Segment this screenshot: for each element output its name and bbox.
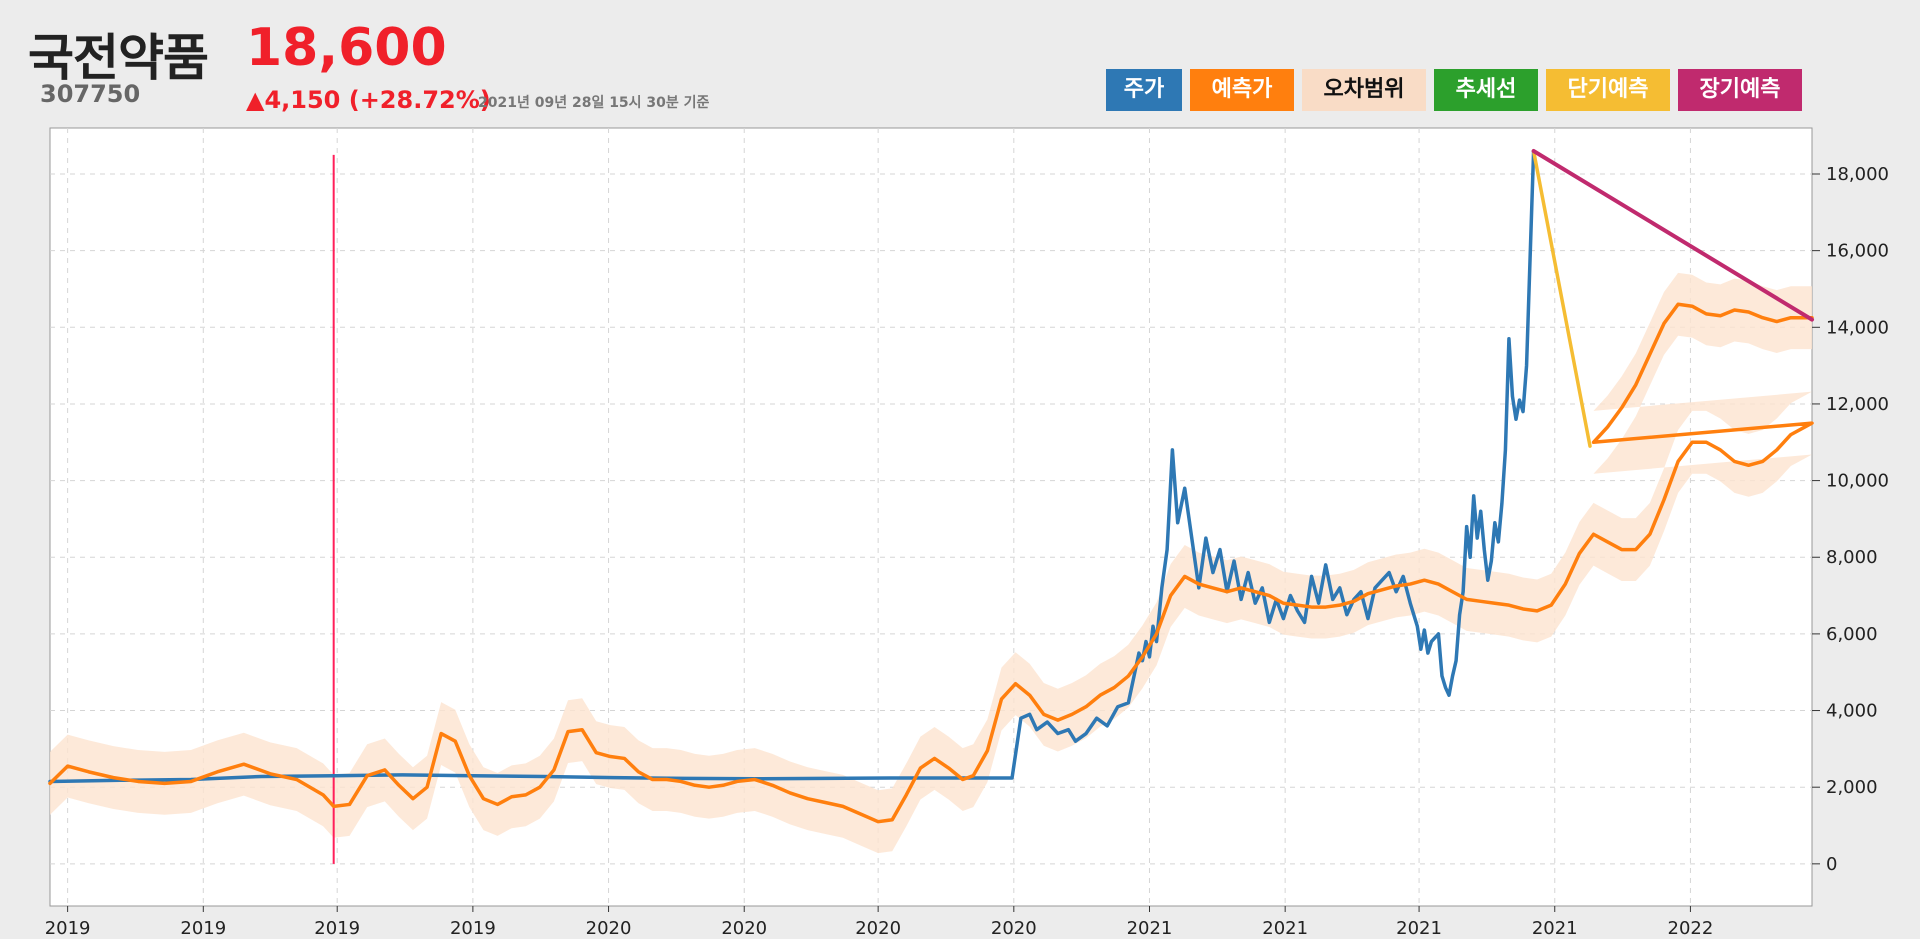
x-tick-label: 2019: [450, 918, 496, 939]
short-term-forecast-line: [1531, 149, 1592, 448]
legend-long-term-button[interactable]: 장기예측: [1678, 69, 1802, 111]
y-tick-label: 12,000: [1826, 394, 1889, 415]
y-tick-label: 18,000: [1826, 164, 1889, 185]
stock-code: 307750: [40, 80, 141, 108]
y-tick-label: 6,000: [1826, 624, 1878, 645]
legend-short-term-button[interactable]: 단기예측: [1546, 69, 1670, 111]
x-tick-label: 2019: [45, 918, 91, 939]
price-change: ▲4,150 (+28.72%): [246, 86, 491, 114]
x-tick-label: 2020: [586, 918, 632, 939]
timestamp: 2021년 09년 28일 15시 30분 기준: [478, 95, 710, 111]
y-tick-label: 10,000: [1826, 471, 1889, 492]
legend-trend-button[interactable]: 추세선: [1434, 69, 1538, 111]
header: 국전약품 18,600 307750 ▲4,150 (+28.72%) 2021…: [0, 0, 1920, 125]
y-tick-label: 14,000: [1826, 317, 1889, 338]
x-tick-label: 2021: [1532, 918, 1578, 939]
stock-price: 18,600: [246, 18, 447, 78]
x-tick-label: 2022: [1668, 918, 1714, 939]
x-tick-label: 2020: [721, 918, 767, 939]
y-tick-label: 4,000: [1826, 701, 1878, 722]
forecast-line: [48, 302, 1814, 824]
x-tick-label: 2019: [314, 918, 360, 939]
y-tick-label: 2,000: [1826, 777, 1878, 798]
y-tick-label: 0: [1826, 854, 1837, 875]
grid: [50, 128, 1812, 906]
legend-error-range-button[interactable]: 오차범위: [1302, 69, 1426, 111]
x-tick-label: 2021: [1262, 918, 1308, 939]
x-tick-label: 2020: [855, 918, 901, 939]
stock-name: 국전약품: [28, 29, 209, 87]
error-band-area: [50, 272, 1812, 854]
x-tick-label: 2020: [991, 918, 1037, 939]
axis-labels: 0 2,000 4,000 6,000 8,000 10,000 12,000 14,000 1…: [45, 164, 1889, 939]
long-term-forecast-line: [1531, 148, 1814, 322]
x-tick-label: 2021: [1127, 918, 1173, 939]
y-tick-label: 16,000: [1826, 241, 1889, 262]
legend-forecast-button[interactable]: 예측가: [1190, 69, 1294, 111]
legend-price-button[interactable]: 주가: [1106, 69, 1182, 111]
x-tick-label: 2021: [1396, 918, 1442, 939]
error-band: [50, 272, 1812, 854]
y-tick-label: 8,000: [1826, 547, 1878, 568]
price-line: [48, 149, 1536, 784]
series-layer: [48, 148, 1814, 824]
x-tick-label: 2019: [180, 918, 226, 939]
